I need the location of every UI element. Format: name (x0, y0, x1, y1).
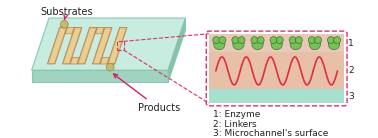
Circle shape (219, 37, 226, 44)
Circle shape (270, 37, 277, 44)
Circle shape (296, 37, 302, 44)
Polygon shape (209, 89, 344, 103)
Circle shape (252, 38, 263, 50)
Circle shape (276, 37, 283, 44)
Polygon shape (107, 64, 114, 67)
Circle shape (233, 38, 244, 50)
Polygon shape (209, 34, 344, 52)
Text: 2: Linkers: 2: Linkers (213, 120, 257, 129)
Polygon shape (95, 27, 105, 34)
Circle shape (257, 37, 264, 44)
Circle shape (214, 38, 225, 50)
Polygon shape (94, 28, 111, 63)
Circle shape (106, 63, 114, 71)
Polygon shape (62, 27, 82, 64)
Circle shape (232, 37, 239, 44)
Text: 2: 2 (348, 66, 353, 75)
Polygon shape (49, 28, 66, 63)
Text: 1: Enzyme: 1: Enzyme (213, 110, 260, 119)
Circle shape (213, 37, 220, 44)
Polygon shape (66, 28, 73, 33)
Text: Substrates: Substrates (40, 7, 93, 20)
Circle shape (251, 37, 258, 44)
Polygon shape (109, 28, 125, 63)
Polygon shape (100, 58, 110, 64)
Circle shape (308, 37, 315, 44)
Circle shape (238, 37, 245, 44)
Circle shape (289, 37, 296, 44)
Circle shape (328, 38, 340, 50)
Polygon shape (64, 28, 81, 63)
Circle shape (290, 38, 301, 50)
Polygon shape (79, 28, 96, 63)
Polygon shape (61, 24, 67, 27)
Polygon shape (70, 58, 79, 64)
Text: Products: Products (113, 74, 180, 113)
Polygon shape (209, 52, 344, 89)
Polygon shape (77, 27, 97, 64)
Text: 1: 1 (348, 39, 354, 48)
Circle shape (271, 38, 282, 50)
Text: 3: Microchannel's surface: 3: Microchannel's surface (213, 129, 328, 138)
Circle shape (309, 38, 321, 50)
Polygon shape (32, 18, 186, 70)
Circle shape (314, 37, 321, 44)
Circle shape (334, 37, 341, 44)
Polygon shape (47, 27, 67, 64)
Polygon shape (107, 27, 127, 64)
Text: 3: 3 (348, 92, 354, 101)
Polygon shape (65, 27, 74, 34)
Polygon shape (32, 70, 168, 82)
Polygon shape (71, 58, 78, 63)
Polygon shape (92, 27, 112, 64)
Polygon shape (168, 18, 186, 82)
Circle shape (60, 20, 68, 28)
Circle shape (327, 37, 335, 44)
Polygon shape (96, 28, 103, 33)
Polygon shape (101, 58, 108, 63)
